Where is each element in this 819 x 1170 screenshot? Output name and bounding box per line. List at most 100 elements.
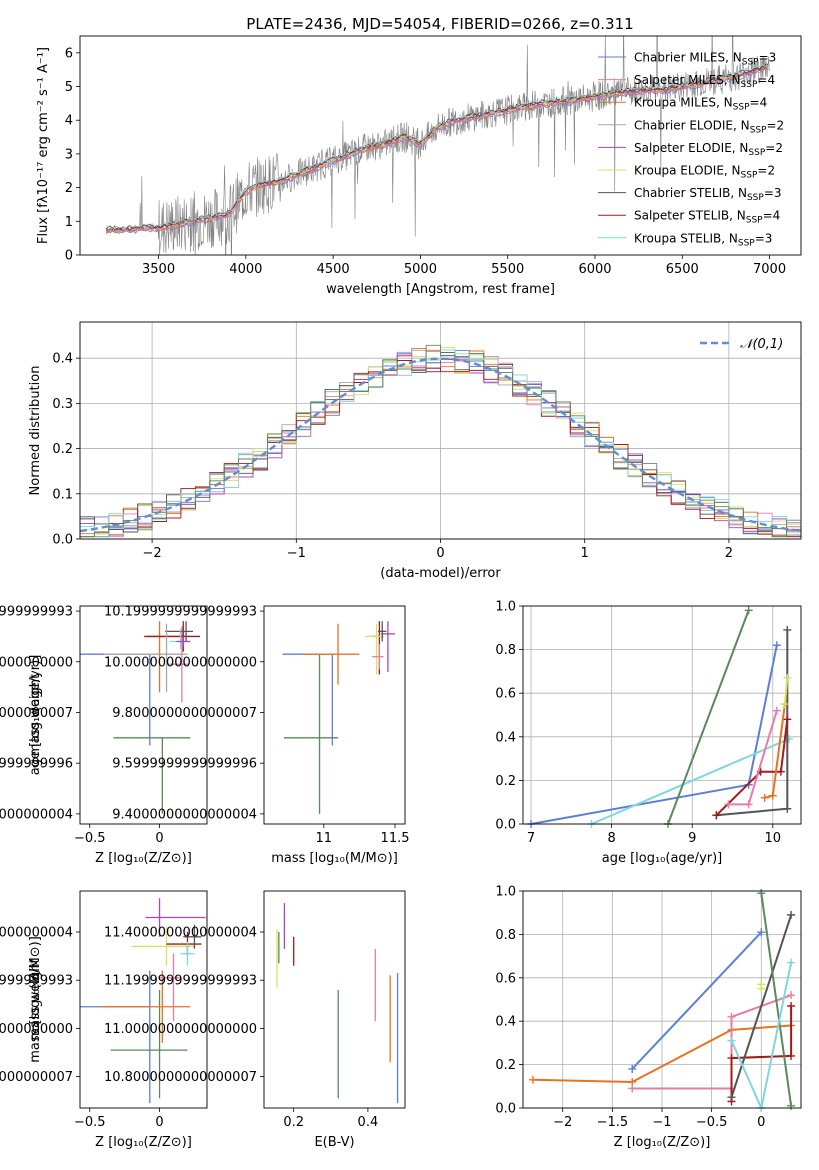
legend-label: Salpeter MILES, NSSP=4 bbox=[634, 73, 775, 90]
y-tick-label: 0.6 bbox=[495, 971, 516, 986]
y-tick-label: 9.5999999999999996 bbox=[0, 757, 73, 772]
axes-frame bbox=[522, 890, 802, 1109]
y-tick-label: 0 bbox=[65, 249, 73, 264]
series-marker bbox=[783, 673, 792, 682]
y-tick-label: 0.1 bbox=[52, 487, 73, 502]
x-tick-label: 4000 bbox=[229, 262, 262, 277]
chart-age_vs_Z: −0.5 0 9.4000000000000004 9.599999999999999… bbox=[0, 605, 208, 866]
y-tick-label: 1.0 bbox=[495, 600, 516, 615]
y-tick-label: 11.1999999999999993 bbox=[104, 974, 257, 989]
y-tick-label: 0.8 bbox=[495, 643, 516, 658]
y-axis-label: mass weight bbox=[28, 958, 43, 1040]
legend-subscript: SSP bbox=[742, 58, 759, 68]
y-tick-label: 3 bbox=[65, 147, 73, 162]
y-tick-label: 10.1999999999999993 bbox=[104, 605, 257, 620]
x-axis-label: (data-model)/error bbox=[380, 566, 501, 581]
y-tick-label: 9.8000000000000007 bbox=[0, 706, 73, 721]
series-marker bbox=[784, 734, 793, 743]
legend-label: Kroupa ELODIE, NSSP=2 bbox=[634, 164, 775, 181]
y-tick-label: 4 bbox=[65, 114, 73, 129]
series-line-0 bbox=[631, 931, 763, 1070]
legend-value: =2 bbox=[766, 118, 784, 132]
chart-mass_weight_vs_Z: −2 −1.5 −1 −0.5 0 0.0 0.2 0.4 0.6 0.8 1.0 Z [log₁₀(… bbox=[28, 885, 802, 1150]
x-tick-label: 7 bbox=[527, 831, 535, 846]
series-line-2 bbox=[667, 610, 750, 825]
x-tick-label: 2 bbox=[725, 546, 733, 561]
legend-subscript: SSP bbox=[747, 193, 764, 203]
x-tick-label: 3500 bbox=[142, 262, 175, 277]
x-tick-label: 1 bbox=[581, 546, 589, 561]
series-marker bbox=[787, 1002, 796, 1011]
axes-frame bbox=[79, 321, 802, 540]
legend-label: 𝒩(0,1) bbox=[740, 337, 783, 352]
y-tick-label: 0.2 bbox=[495, 774, 516, 789]
x-tick-label: −1 bbox=[652, 1115, 671, 1130]
series-marker bbox=[727, 1054, 736, 1063]
series-marker bbox=[757, 928, 766, 937]
chart-residuals: −2 −1 0 1 2 0.0 0.1 0.2 0.3 0.4 (data-model)/error… bbox=[28, 321, 802, 581]
y-tick-label: 0.0 bbox=[495, 818, 516, 833]
y-tick-label: 1.0 bbox=[495, 885, 516, 900]
x-tick-label: 4500 bbox=[317, 262, 350, 277]
y-tick-label: 10.0000000000000000 bbox=[104, 655, 257, 670]
series-marker bbox=[787, 958, 796, 967]
x-tick-label: 11 bbox=[316, 831, 333, 846]
legend-label: Salpeter STELIB, NSSP=4 bbox=[634, 209, 780, 226]
x-tick-label: 6500 bbox=[666, 262, 699, 277]
legend-value: =2 bbox=[765, 141, 783, 155]
series-marker bbox=[768, 791, 777, 800]
series-marker bbox=[712, 811, 721, 820]
legend-label: Chabrier MILES, NSSP=3 bbox=[634, 51, 776, 68]
x-tick-label: 0.2 bbox=[283, 1115, 304, 1130]
normal-curve bbox=[79, 357, 802, 533]
legend-value: =3 bbox=[764, 186, 782, 200]
y-tick-label: 6 bbox=[65, 46, 73, 61]
y-tick-label: 0.3 bbox=[52, 397, 73, 412]
legend-subscript: SSP bbox=[750, 125, 767, 135]
x-tick-label: 5500 bbox=[491, 262, 524, 277]
legend-value: =4 bbox=[757, 73, 775, 87]
y-tick-label: 9.4000000000000004 bbox=[0, 807, 73, 822]
series-marker bbox=[780, 700, 789, 709]
series-marker bbox=[787, 1101, 796, 1110]
x-tick-label: 0 bbox=[757, 1115, 765, 1130]
x-axis-label: E(B-V) bbox=[314, 1135, 354, 1150]
y-tick-label: 0.2 bbox=[495, 1058, 516, 1073]
legend-value: =4 bbox=[750, 96, 768, 110]
series-marker bbox=[744, 606, 753, 615]
axes-frame bbox=[263, 605, 406, 825]
x-tick-label: 0 bbox=[155, 831, 163, 846]
x-tick-label: 10 bbox=[765, 831, 782, 846]
x-tick-label: 6000 bbox=[578, 262, 611, 277]
series-line-3 bbox=[730, 1006, 793, 1102]
x-tick-label: 0 bbox=[155, 1115, 163, 1130]
figure-title: PLATE=2436, MJD=54054, FIBERID=0266, z=0… bbox=[246, 15, 633, 33]
series-marker bbox=[783, 715, 792, 724]
x-tick-label: 0.4 bbox=[358, 1115, 379, 1130]
legend-subscript: SSP bbox=[741, 171, 758, 181]
x-tick-label: 7000 bbox=[753, 262, 786, 277]
series-marker bbox=[783, 625, 792, 634]
y-tick-label: 0.4 bbox=[495, 1015, 516, 1030]
x-axis-label: Z [log₁₀(Z/Z⊙)] bbox=[95, 1135, 192, 1150]
y-tick-label: 10.8000000000000007 bbox=[0, 1070, 73, 1085]
y-tick-label: 10.8000000000000007 bbox=[104, 1070, 257, 1085]
y-tick-label: 0.4 bbox=[52, 352, 73, 367]
series-marker bbox=[776, 767, 785, 776]
axes-frame bbox=[263, 890, 406, 1109]
legend-value: =3 bbox=[759, 51, 777, 65]
y-tick-label: 0.2 bbox=[52, 442, 73, 457]
axes-frame bbox=[79, 890, 208, 1109]
series-marker bbox=[772, 641, 781, 650]
y-axis-label: age [log₁₀(age/yr)] bbox=[28, 655, 43, 776]
x-tick-label: −2 bbox=[143, 546, 162, 561]
y-tick-label: 2 bbox=[65, 181, 73, 196]
series-marker bbox=[783, 804, 792, 813]
y-tick-label: 11.1999999999999993 bbox=[0, 974, 73, 989]
series-marker bbox=[760, 793, 769, 802]
series-marker bbox=[727, 1093, 736, 1102]
x-axis-label: wavelength [Angstrom, rest frame] bbox=[326, 282, 555, 297]
series-marker bbox=[727, 1012, 736, 1021]
x-tick-label: −1.5 bbox=[597, 1115, 629, 1130]
